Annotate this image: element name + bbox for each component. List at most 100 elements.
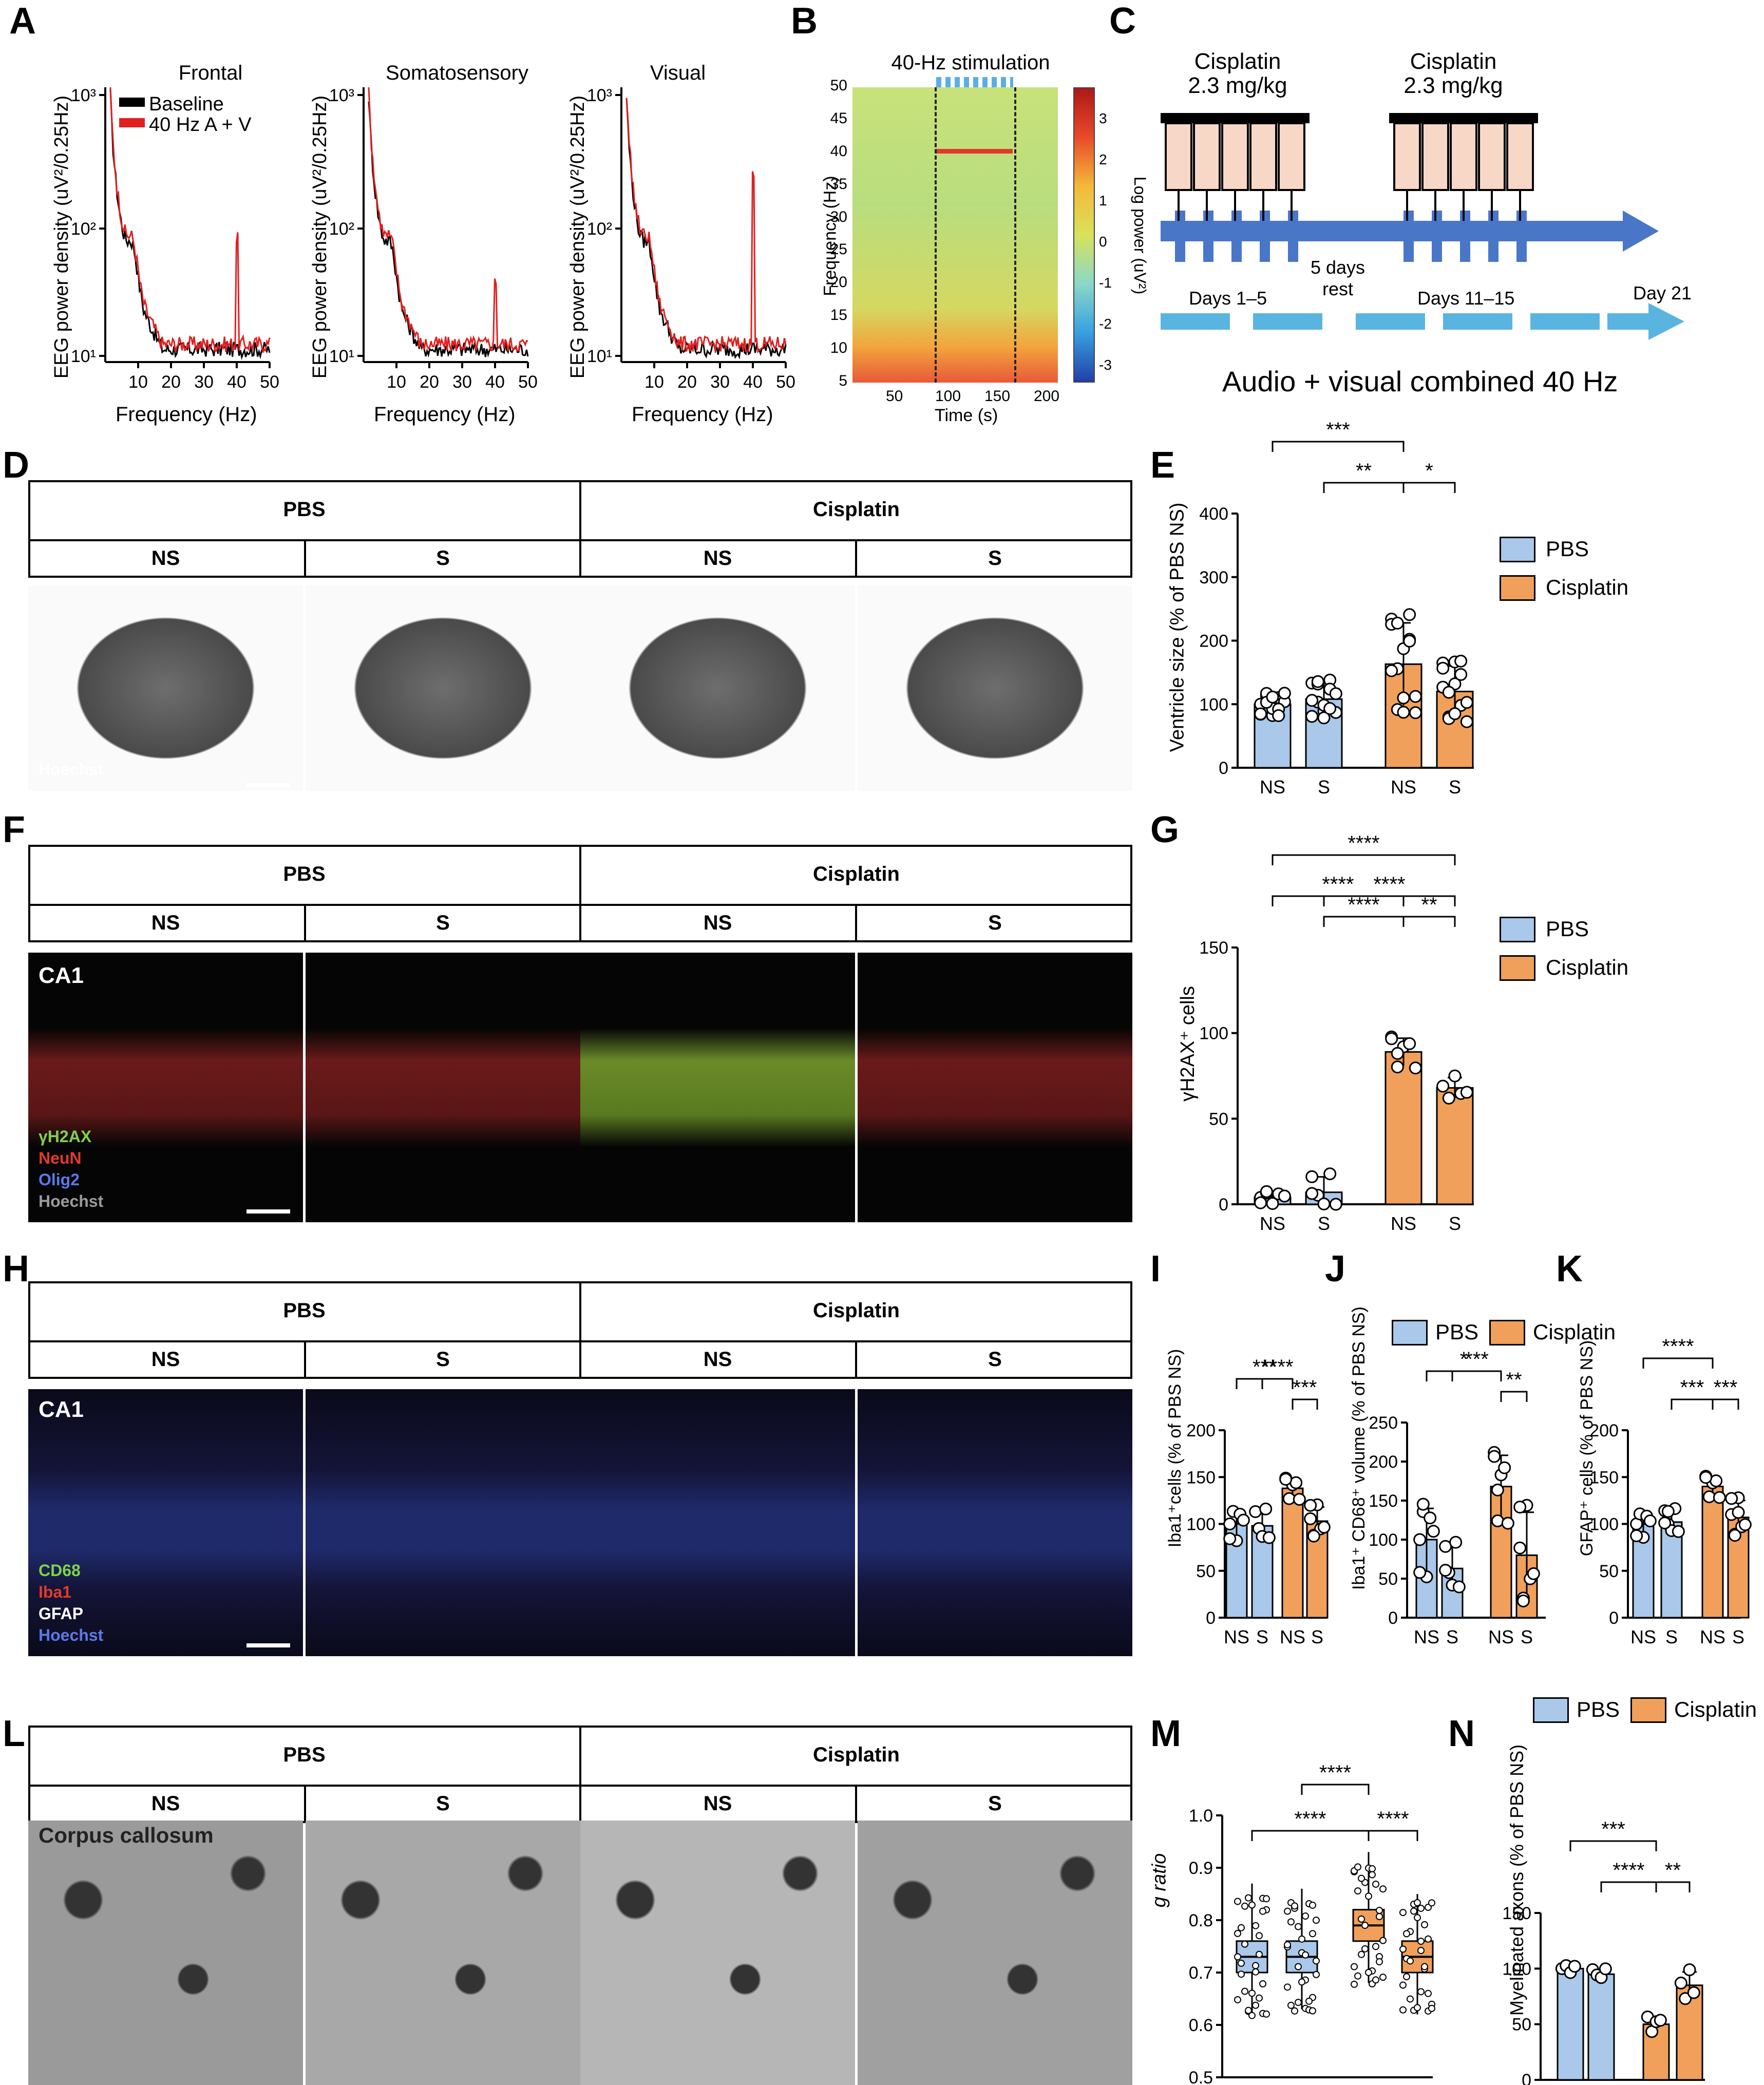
data-point — [1391, 1060, 1404, 1074]
micrograph-h-1 — [28, 1389, 303, 1656]
y-tick-label: 100 — [1502, 1959, 1531, 1979]
data-point — [1305, 1170, 1319, 1183]
significance-label: * — [1425, 460, 1433, 482]
significance-label: *** — [1465, 1348, 1489, 1371]
syringe-bar-2 — [1389, 113, 1538, 123]
header-s: S — [988, 547, 1002, 570]
data-point — [1442, 686, 1455, 699]
timeline-arrowhead — [1623, 211, 1659, 252]
data-point — [1376, 1906, 1383, 1914]
syringe-icon — [1193, 122, 1221, 191]
e-ylabel: Ventricle size (% of PBS NS) — [1166, 502, 1188, 752]
spectrogram-ytick-label: 5 — [839, 372, 847, 389]
header-divider — [304, 1340, 306, 1379]
x-tick-label: NS — [1700, 1626, 1725, 1647]
data-point — [1351, 1963, 1358, 1970]
panel-label-h: H — [3, 1248, 29, 1290]
micrograph-d-2 — [306, 585, 580, 791]
significance-label: **** — [1373, 873, 1405, 896]
significance-label: **** — [1322, 873, 1354, 896]
header-divider — [579, 845, 581, 942]
data-point — [1713, 1491, 1726, 1504]
data-point — [1397, 706, 1410, 719]
header-divider — [304, 1785, 306, 1823]
y-tick-label: 0 — [1609, 1608, 1619, 1628]
significance-label: ** — [1506, 1369, 1522, 1391]
y-tick-label: 0.8 — [1189, 1911, 1213, 1930]
micrograph-h-4 — [858, 1389, 1132, 1656]
eeg-ytick-label: 10³ — [71, 86, 96, 105]
x-tick-label: S — [1665, 1626, 1678, 1647]
data-point — [1397, 691, 1410, 705]
data-point — [1238, 1924, 1245, 1931]
panel-label-m: M — [1150, 1713, 1181, 1754]
header-cisplatin: Cisplatin — [813, 863, 900, 885]
data-point — [1403, 1973, 1410, 1981]
data-point — [1272, 709, 1285, 722]
y-tick-label: 1.0 — [1189, 1806, 1213, 1826]
data-point — [1262, 1531, 1276, 1544]
data-point — [1403, 1037, 1416, 1050]
data-point — [1263, 2010, 1270, 2018]
data-point — [1403, 634, 1416, 648]
data-point — [1527, 1567, 1540, 1580]
data-point — [1417, 1938, 1425, 1945]
data-point — [1305, 1997, 1313, 2005]
legend-e-pbs: PBS — [1546, 537, 1589, 561]
header-s: S — [436, 1792, 450, 1815]
data-point — [1491, 1483, 1504, 1496]
y-tick-label: 0.7 — [1189, 1963, 1213, 1983]
data-point — [1266, 690, 1279, 704]
data-point — [1304, 1512, 1317, 1525]
stim40-series-line — [109, 87, 271, 353]
panel-label-g: G — [1150, 809, 1180, 850]
data-point — [1223, 1532, 1237, 1545]
data-point — [1513, 1541, 1527, 1555]
syringe-icon — [1278, 122, 1305, 191]
stim-session — [1253, 313, 1322, 330]
micrograph-f-2 — [306, 953, 580, 1222]
data-point — [1630, 1529, 1643, 1543]
data-point — [1307, 1529, 1320, 1543]
header-divider — [579, 480, 581, 578]
micrograph-l-1 — [28, 1821, 303, 2085]
data-point — [1252, 2001, 1259, 2009]
data-point — [1259, 1907, 1266, 1915]
y-tick-label: 150 — [1186, 1468, 1216, 1487]
eeg-ytick-label: 10² — [329, 219, 354, 239]
y-tick-label: 200 — [1589, 1421, 1619, 1440]
data-point — [1421, 1963, 1428, 1970]
header-pbs: PBS — [283, 863, 326, 885]
data-point — [1501, 1517, 1514, 1530]
y-tick-label: 100 — [1589, 1515, 1619, 1534]
stain-label-h-1: Iba1 — [39, 1583, 72, 1601]
significance-bracket — [1261, 1378, 1294, 1389]
data-point — [1298, 1935, 1305, 1943]
data-point — [1399, 1909, 1407, 1917]
data-point — [1365, 1892, 1372, 1900]
bar-pbs-s — [1587, 1973, 1615, 2081]
significance-bracket — [1712, 1398, 1739, 1410]
eeg-xlabel-2: Frequency (Hz) — [374, 403, 516, 426]
eeg-ytick-label: 10¹ — [329, 347, 354, 366]
data-point — [1358, 1950, 1365, 1958]
significance-bracket — [1642, 1357, 1714, 1369]
significance-label: **** — [1261, 1356, 1293, 1378]
data-point — [1417, 1988, 1425, 1996]
header-divider — [855, 539, 857, 578]
data-point — [1391, 1047, 1404, 1060]
significance-label: *** — [1714, 1376, 1738, 1399]
data-point — [1263, 1895, 1270, 1903]
data-point — [1369, 1871, 1376, 1879]
eeg-title-visual: Visual — [650, 62, 706, 84]
data-point — [1498, 1461, 1511, 1474]
stain-hoechst-d: Hoechst — [39, 760, 104, 779]
micrograph-h-3 — [580, 1389, 855, 1656]
data-point — [1658, 1517, 1672, 1530]
significance-bracket — [1500, 1391, 1528, 1402]
data-point — [1448, 1069, 1462, 1083]
syringe-icon — [1165, 122, 1192, 191]
data-point — [1241, 1940, 1248, 1948]
significance-label: *** — [1293, 1376, 1317, 1399]
panel-label-b: B — [791, 1, 818, 42]
